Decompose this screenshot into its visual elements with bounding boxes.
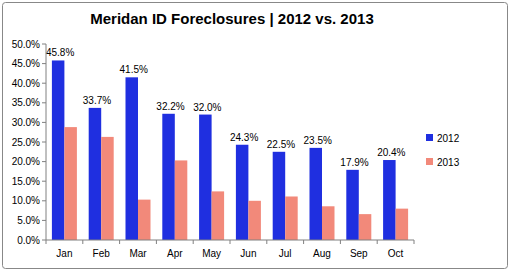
bar xyxy=(52,60,65,240)
x-tick-label: Sep xyxy=(350,248,368,259)
x-tick xyxy=(414,240,415,244)
y-tick xyxy=(42,200,46,201)
x-tick-label: Feb xyxy=(93,248,111,259)
x-tick xyxy=(156,240,157,244)
data-label: 32.0% xyxy=(193,102,221,113)
bar xyxy=(322,206,335,240)
data-label: 24.3% xyxy=(230,132,258,143)
data-label: 22.5% xyxy=(267,139,295,150)
legend-swatch xyxy=(426,158,433,165)
x-tick-label: Jul xyxy=(279,248,292,259)
x-tick xyxy=(82,240,83,244)
legend-swatch xyxy=(426,134,433,141)
title: Meridan ID Foreclosures | 2012 vs. 2013 xyxy=(90,10,374,27)
bar xyxy=(346,170,359,240)
x-tick-label: Mar xyxy=(129,248,147,259)
data-label: 20.4% xyxy=(377,147,405,158)
data-label: 32.2% xyxy=(156,101,184,112)
y-tick-label: 25.0% xyxy=(12,137,40,148)
y-tick xyxy=(42,161,46,162)
data-labels: 45.8% 33.7% 41.5% 32.2% 32.0% 24.3% 22.5% 23.5%… xyxy=(46,47,406,167)
x-tick xyxy=(230,240,231,244)
data-label: 23.5% xyxy=(304,135,332,146)
bar xyxy=(138,200,151,240)
x-tick xyxy=(303,240,304,244)
y-tick xyxy=(42,122,46,123)
data-label: 41.5% xyxy=(120,64,148,75)
bars xyxy=(52,60,408,240)
x-tick xyxy=(46,240,47,244)
y-tick xyxy=(42,181,46,182)
bar xyxy=(64,127,77,240)
x-tick-label: Aug xyxy=(313,248,331,259)
x-tick xyxy=(119,240,120,244)
bar xyxy=(236,145,249,240)
x-tick-label: Apr xyxy=(167,248,183,259)
y-tick xyxy=(42,220,46,221)
data-label: 33.7% xyxy=(83,95,111,106)
chart-frame xyxy=(3,3,508,269)
x-tick-label: Oct xyxy=(388,248,404,259)
data-label: 17.9% xyxy=(340,157,368,168)
y-tick-label: 50.0% xyxy=(12,39,40,50)
x-tick xyxy=(340,240,341,244)
y-tick-label: 40.0% xyxy=(12,78,40,89)
bar xyxy=(89,108,102,240)
y-tick xyxy=(42,44,46,45)
bar xyxy=(101,137,114,240)
legend-label: 2012 xyxy=(437,133,460,144)
bar xyxy=(310,148,323,240)
x-tick-label: Jan xyxy=(56,248,72,259)
y-tick xyxy=(42,102,46,103)
bar xyxy=(396,209,409,240)
bar xyxy=(383,160,396,240)
x-tick xyxy=(193,240,194,244)
bar xyxy=(162,114,175,240)
x-tick xyxy=(266,240,267,244)
y-tick-label: 20.0% xyxy=(12,156,40,167)
bar xyxy=(212,191,225,240)
legend-label: 2013 xyxy=(437,157,460,168)
bar xyxy=(248,201,261,240)
bar xyxy=(359,214,372,240)
data-label: 45.8% xyxy=(46,47,74,58)
x-tick xyxy=(377,240,378,244)
bar xyxy=(273,152,286,240)
y-tick-label: 15.0% xyxy=(12,176,40,187)
y-tick-label: 45.0% xyxy=(12,58,40,69)
y-tick xyxy=(42,83,46,84)
bar xyxy=(199,115,212,240)
y-tick-label: 5.0% xyxy=(17,215,40,226)
y-tick-label: 35.0% xyxy=(12,97,40,108)
y-tick xyxy=(42,142,46,143)
y-tick xyxy=(42,63,46,64)
y-tick-label: 10.0% xyxy=(12,195,40,206)
bar xyxy=(126,77,139,240)
x-tick-label: Jun xyxy=(240,248,256,259)
chart: Meridan ID Foreclosures | 2012 vs. 2013 4… xyxy=(0,0,510,271)
x-tick-label: May xyxy=(202,248,221,259)
y-tick xyxy=(42,240,46,241)
bar xyxy=(285,196,298,240)
bar xyxy=(175,160,188,240)
y-tick-label: 30.0% xyxy=(12,117,40,128)
y-tick-label: 0.0% xyxy=(17,235,40,246)
